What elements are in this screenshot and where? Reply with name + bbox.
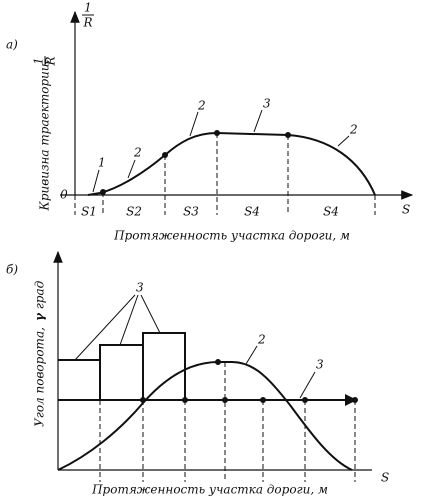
leader xyxy=(119,294,139,346)
segment-label: S2 xyxy=(126,205,142,219)
segment-label: S1 xyxy=(81,205,97,219)
leader xyxy=(74,294,136,361)
curvature-curve xyxy=(87,131,376,196)
leader xyxy=(253,109,263,133)
curve-label: 3 xyxy=(263,97,271,111)
x-label: Протяженность участка дороги, м xyxy=(113,229,350,243)
y-label-text: Угол поворота, xyxy=(33,327,47,427)
point xyxy=(222,397,228,403)
segment-label: S3 xyxy=(183,205,199,219)
curve-label: 2 xyxy=(257,333,266,347)
segment-label: S4 xyxy=(323,205,339,219)
curve-label: 3 xyxy=(136,281,144,295)
leader xyxy=(299,371,316,399)
leader xyxy=(245,345,258,365)
curve-label: 2 xyxy=(197,99,206,113)
point xyxy=(215,359,221,365)
panel-label: а) xyxy=(6,38,18,52)
x-label: Протяженность участка дороги, м xyxy=(91,483,328,497)
curve-label: 2 xyxy=(349,123,358,137)
y-fraction-num: 1 xyxy=(32,57,46,65)
y-unit: град xyxy=(33,280,47,309)
step-bars xyxy=(58,332,186,400)
leader xyxy=(92,169,100,193)
curve-label: 2 xyxy=(133,146,142,160)
y-label: Кривизна траектории, 1 R xyxy=(32,56,58,211)
curve-label: 1 xyxy=(98,156,106,170)
x-end-label: S xyxy=(381,471,389,485)
leader xyxy=(140,294,161,334)
panel-a: а) 1 R 0 S Кривизна траектории, 1 R S1 S… xyxy=(6,1,414,243)
axis-fraction-den: R xyxy=(82,16,92,30)
x-end-label: S xyxy=(402,203,410,217)
y-label: Угол поворота, γ град xyxy=(33,280,47,427)
axis-fraction-num: 1 xyxy=(84,1,92,15)
y-label-text: Кривизна траектории, xyxy=(38,60,52,212)
segment-label: S4 xyxy=(244,205,260,219)
panel-b: б) S Угол поворота, γ град 3 2 xyxy=(6,250,389,497)
y-fraction-den: R xyxy=(44,56,58,66)
leader xyxy=(189,111,199,137)
angle-curve xyxy=(57,361,353,471)
panel-label: б) xyxy=(6,263,18,277)
origin-label: 0 xyxy=(60,188,68,202)
curve-label: 3 xyxy=(316,358,324,372)
y-symbol: γ xyxy=(33,312,47,321)
leader xyxy=(337,135,350,147)
leader xyxy=(127,159,136,179)
